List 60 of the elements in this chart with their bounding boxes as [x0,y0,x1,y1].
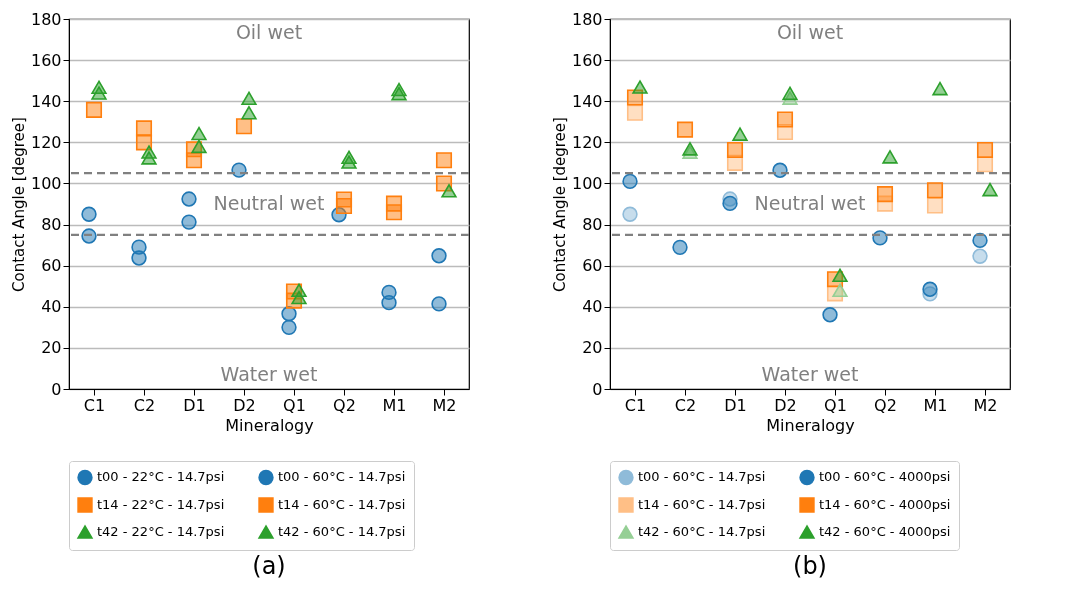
x-tick-label: Q2 [333,395,356,415]
annotation: Neutral wet [754,192,866,214]
y-tick-label: 80 [582,215,603,235]
legend-label: t00 - 60°C - 14.7psi [638,469,766,485]
y-tick-label: 100 [571,173,603,193]
x-tick-label: M1 [923,395,948,415]
legend-label: t14 - 22°C - 14.7psi [97,497,225,512]
annotation: Water wet [761,363,859,385]
legend-label: t00 - 22°C - 14.7psi [97,469,225,485]
x-tick-label: D2 [774,395,797,415]
annotation: Water wet [220,363,318,385]
annotation: Neutral wet [213,192,325,214]
y-tick-label: 100 [30,173,62,193]
x-tick-label: Q1 [283,395,306,415]
y-tick-label: 180 [571,9,603,29]
y-tick-label: 0 [51,379,62,399]
x-tick-label: D2 [233,395,256,415]
legend-label: t42 - 22°C - 14.7psi [97,524,225,539]
y-tick-label: 140 [30,91,62,111]
x-tick-label: D1 [724,395,747,415]
x-tick-label: M2 [432,395,457,415]
y-axis-title: Contact Angle [degree] [9,117,28,292]
legend-label: t42 - 60°C - 4000psi [819,524,951,539]
y-tick-label: 60 [41,256,62,276]
y-axis-title: Contact Angle [degree] [550,117,569,292]
y-tick-label: 20 [41,338,62,358]
x-axis-title: Mineralogy [766,415,855,435]
legend-label: t00 - 60°C - 4000psi [819,469,951,485]
y-tick-label: 120 [30,132,62,152]
legend-label: t42 - 60°C - 14.7psi [278,524,406,539]
legend-label: t14 - 60°C - 4000psi [819,497,951,512]
x-tick-label: M1 [382,395,407,415]
y-tick-label: 160 [571,50,603,70]
legend-label: t42 - 60°C - 14.7psi [638,524,766,539]
y-tick-label: 40 [582,297,603,317]
y-tick-label: 60 [582,256,603,276]
legend-label: t14 - 60°C - 14.7psi [638,497,766,512]
y-tick-label: 140 [571,91,603,111]
text: (a) [252,551,286,580]
annotation: Oil wet [776,21,844,43]
x-tick-label: C1 [624,395,647,415]
y-tick-label: 180 [30,9,62,29]
y-tick-label: 20 [582,338,603,358]
y-tick-label: 80 [41,215,62,235]
x-tick-label: Q2 [874,395,897,415]
legend-label: t00 - 60°C - 14.7psi [278,469,406,485]
x-tick-label: C1 [83,395,106,415]
y-tick-label: 0 [592,379,603,399]
annotation: Oil wet [235,21,303,43]
legend-label: t14 - 60°C - 14.7psi [278,497,406,512]
text: (b) [793,551,827,580]
x-tick-label: C2 [133,395,156,415]
x-tick-label: M2 [973,395,998,415]
y-tick-label: 160 [30,50,62,70]
x-tick-label: C2 [674,395,697,415]
x-axis-title: Mineralogy [225,415,314,435]
x-tick-label: D1 [183,395,206,415]
y-tick-label: 120 [571,132,603,152]
y-tick-label: 40 [41,297,62,317]
x-tick-label: Q1 [824,395,847,415]
